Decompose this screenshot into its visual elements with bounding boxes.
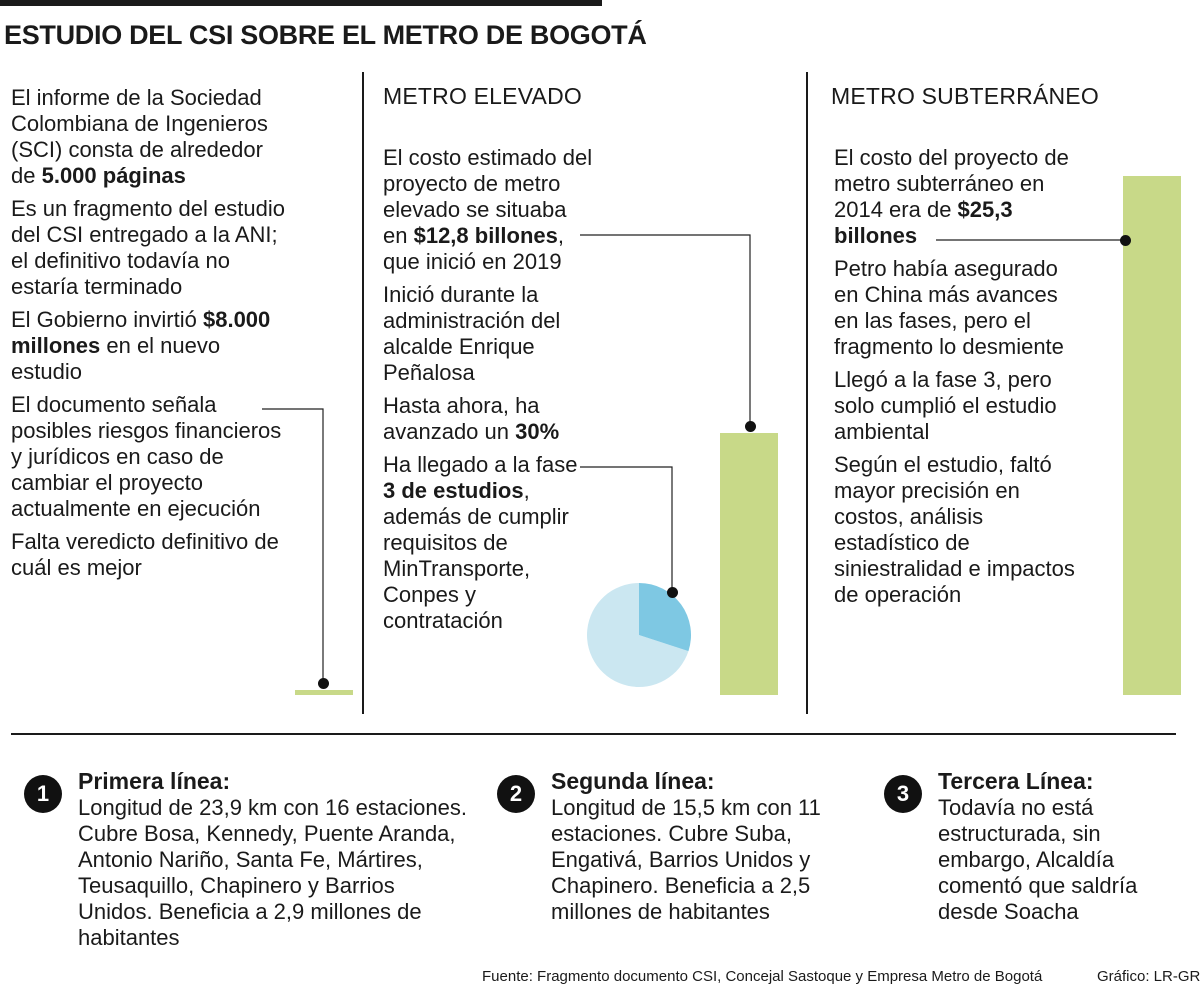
column-divider-right: [806, 72, 808, 714]
section-divider: [11, 733, 1176, 735]
line-description: Longitud de 15,5 km con 11 estaciones. C…: [551, 795, 821, 924]
subterraneo-paragraph: Según el estudio, faltó mayor precisión …: [834, 452, 1075, 607]
intro-paragraph: El Gobierno invirtió $8.000 millones en …: [11, 307, 271, 384]
line-description: Longitud de 23,9 km con 16 estaciones. C…: [78, 795, 467, 950]
elevado-paragraph: Inició durante la administración del alc…: [383, 282, 561, 385]
connector-dot: [667, 587, 678, 598]
connector-dot: [1120, 235, 1131, 246]
connector-dot: [745, 421, 756, 432]
subterraneo-column: El costo del proyecto de metro subterrán…: [834, 145, 1084, 608]
subterraneo-heading: METRO SUBTERRÁNEO: [831, 83, 1099, 109]
line-description: Todavía no está estructurada, sin embarg…: [938, 795, 1138, 924]
elevado-paragraph: Hasta ahora, ha avanzado un 30%: [383, 393, 560, 444]
pie-slice-progress: [639, 583, 691, 652]
elevado-heading: METRO ELEVADO: [383, 83, 582, 109]
connector-elevado: [580, 234, 751, 426]
line-title: Tercera Línea:: [938, 768, 1094, 794]
elevado-cost-bar: [720, 432, 778, 695]
subterraneo-cost-bar: [1123, 176, 1181, 695]
intro-column: El informe de la Sociedad Colombiana de …: [11, 85, 287, 581]
graphic-credit: Gráfico: LR-GR: [1097, 968, 1200, 985]
elevado-paragraph: El costo estimado del proyecto de metro …: [383, 145, 593, 274]
line-title: Segunda línea:: [551, 768, 715, 794]
line-title: Primera línea:: [78, 768, 231, 794]
elevado-column: El costo estimado del proyecto de metro …: [383, 145, 595, 634]
pie-slice-remaining: [587, 583, 689, 687]
line-number-badge: 2: [497, 775, 535, 813]
page-title: ESTUDIO DEL CSI SOBRE EL METRO DE BOGOTÁ: [4, 20, 647, 50]
top-rule: [0, 0, 602, 6]
column-divider-left: [362, 72, 364, 714]
line-number-badge: 1: [24, 775, 62, 813]
subterraneo-paragraph: Llegó a la fase 3, pero solo cumplió el …: [834, 367, 1057, 444]
elevado-paragraph: Ha llegado a la fase 3 de estudios, adem…: [383, 452, 578, 633]
intro-paragraph: Es un fragmento del estudio del CSI entr…: [11, 196, 285, 299]
intro-paragraph: Falta veredicto definitivo de cuál es me…: [11, 529, 279, 580]
study-cost-bar: [295, 690, 353, 695]
subterraneo-paragraph: Petro había asegurado en China más avanc…: [834, 256, 1064, 359]
line-number-badge: 3: [884, 775, 922, 813]
source-note: Fuente: Fragmento documento CSI, Conceja…: [482, 968, 1043, 985]
subterraneo-paragraph: El costo del proyecto de metro subterrán…: [834, 145, 1069, 248]
intro-paragraph: El documento señala posibles riesgos fin…: [11, 392, 282, 521]
connector-dot: [318, 678, 329, 689]
progress-pie: [587, 583, 691, 687]
intro-paragraph: El informe de la Sociedad Colombiana de …: [11, 85, 268, 188]
